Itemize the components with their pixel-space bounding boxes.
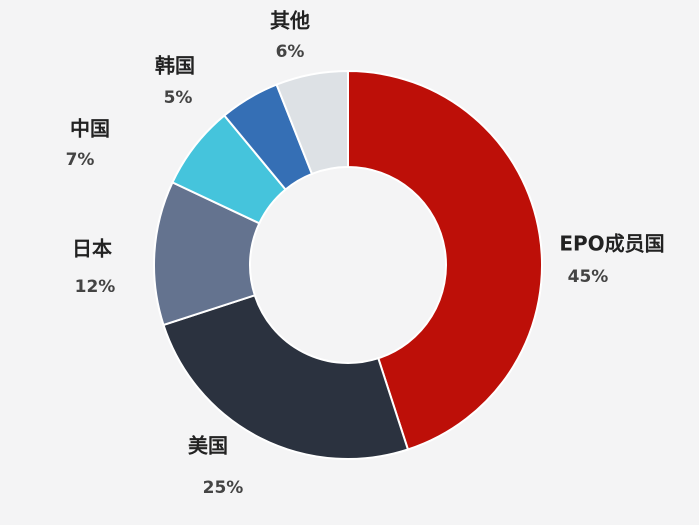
donut-slice bbox=[347, 69, 543, 451]
slice-label: 中国 bbox=[70, 117, 110, 141]
value-label: 6% bbox=[276, 42, 305, 62]
slice-label: EPO成员国 bbox=[559, 232, 664, 256]
slice-label: 美国 bbox=[188, 434, 228, 458]
slice-label: 日本 bbox=[72, 237, 112, 261]
value-label: 5% bbox=[164, 88, 193, 108]
value-label: 7% bbox=[66, 150, 95, 170]
slice-label: 其他 bbox=[270, 9, 310, 33]
slice-label: 韩国 bbox=[155, 54, 195, 78]
donut-slice bbox=[275, 69, 349, 176]
value-label: 45% bbox=[568, 267, 609, 287]
donut-slice bbox=[162, 294, 410, 460]
value-label: 12% bbox=[75, 277, 116, 297]
value-label: 25% bbox=[203, 478, 244, 498]
